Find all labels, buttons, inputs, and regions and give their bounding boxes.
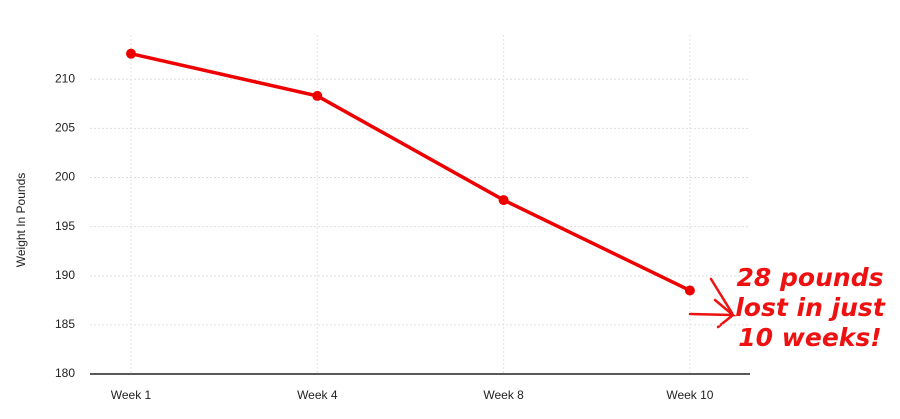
y-axis-label: Weight In Pounds bbox=[14, 173, 28, 268]
x-tick-label: Week 1 bbox=[111, 388, 152, 402]
annotation-text: 28 pounds bbox=[737, 263, 884, 292]
y-tick-label: 185 bbox=[55, 317, 75, 331]
annotation-text: 10 weeks! bbox=[738, 323, 881, 352]
y-tick-label: 180 bbox=[55, 366, 75, 380]
annotation-text: lost in just bbox=[735, 293, 886, 322]
y-tick-label: 210 bbox=[55, 71, 75, 85]
y-tick-label: 195 bbox=[55, 219, 75, 233]
x-tick-label: Week 4 bbox=[297, 388, 338, 402]
y-tick-label: 205 bbox=[55, 121, 75, 135]
y-tick-label: 200 bbox=[55, 170, 75, 184]
point bbox=[684, 285, 695, 296]
line bbox=[130, 51, 691, 293]
x-tick-label: Week 10 bbox=[666, 388, 713, 402]
annotation-arrow bbox=[688, 277, 737, 329]
arrow-shaft bbox=[709, 277, 734, 315]
point bbox=[312, 90, 323, 101]
y-tick-label: 190 bbox=[55, 268, 75, 282]
x-tick-label: Week 8 bbox=[483, 388, 524, 402]
point bbox=[498, 195, 509, 206]
arrow-head bbox=[688, 298, 737, 329]
point bbox=[126, 48, 136, 59]
